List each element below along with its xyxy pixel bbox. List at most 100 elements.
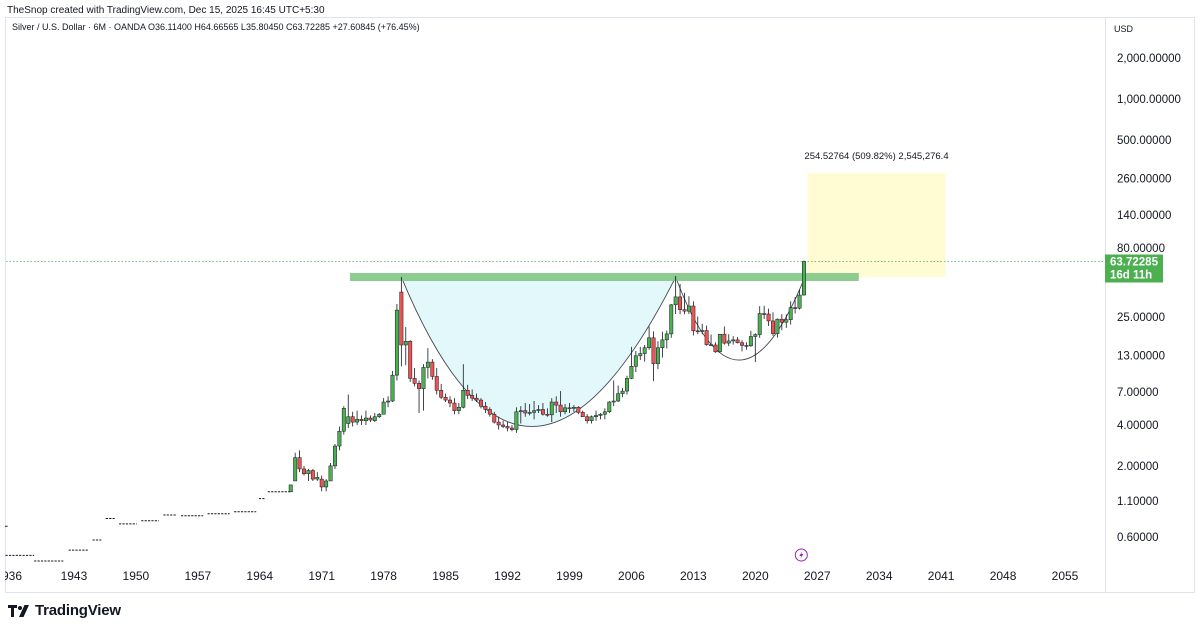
- candle-body: [346, 416, 351, 424]
- x-tick-label: 2006: [618, 569, 645, 583]
- y-tick-label: 260.00000: [1117, 173, 1171, 185]
- candle-body: [726, 340, 731, 344]
- candle-body: [510, 427, 514, 430]
- candle-body: [417, 383, 421, 389]
- candle-body: [558, 404, 563, 413]
- candle-body: [735, 339, 740, 343]
- candle-body: [293, 457, 298, 482]
- candle-body: [589, 416, 594, 421]
- candle-body: [585, 416, 590, 421]
- candle-body: [341, 408, 346, 432]
- candle-body: [302, 468, 306, 475]
- candle-body: [625, 378, 629, 392]
- resistance-band: [350, 273, 859, 282]
- currency-label: USD: [1114, 24, 1134, 34]
- x-tick-label: 1957: [184, 569, 211, 583]
- candle-body: [333, 445, 337, 467]
- candle-body: [673, 296, 678, 306]
- candle-body: [691, 305, 696, 332]
- last-price-tag: [1105, 254, 1163, 283]
- candle-body: [793, 307, 798, 309]
- candle-body: [350, 416, 355, 423]
- candle-body: [443, 396, 448, 401]
- candle-body: [571, 407, 576, 409]
- x-tick-label: 2055: [1052, 569, 1079, 583]
- price-axis-separator: [1105, 17, 1106, 593]
- candle-body: [372, 416, 377, 421]
- candle-body: [386, 400, 391, 403]
- candle-body: [563, 407, 567, 413]
- candle-body: [518, 410, 523, 413]
- time-axis: 936 1943 1950 1957 1964 1971 1978 1985 1992 1999 2…: [5, 569, 1079, 583]
- candle-body: [315, 477, 320, 480]
- candle-body: [554, 401, 559, 406]
- candle-body: [324, 480, 329, 488]
- candle-body: [434, 376, 439, 391]
- candle-body: [802, 261, 806, 296]
- candle-body: [527, 412, 532, 414]
- candle-body: [633, 355, 638, 367]
- candle-body: [700, 330, 705, 332]
- tradingview-logo[interactable]: TradingView: [8, 602, 121, 619]
- candle-body: [779, 318, 784, 323]
- y-tick-label: 2.00000: [1117, 461, 1159, 473]
- price-axis: 2,000.00000 1,000.00000 500.00000 260.00000…: [1117, 53, 1181, 544]
- candle-body: [784, 319, 789, 323]
- candle-body: [394, 309, 399, 376]
- candle-body: [514, 411, 519, 430]
- candle-body: [288, 484, 293, 493]
- candle-body: [629, 366, 634, 379]
- candle-body: [580, 412, 585, 417]
- candle-body: [523, 410, 528, 414]
- price-chart[interactable]: 254.52764 (509.82%) 2,545,276.4 2,000.00…: [5, 17, 1195, 593]
- candle-body: [487, 409, 492, 415]
- candle-body: [576, 407, 581, 413]
- candle-body: [660, 339, 665, 348]
- x-tick-label: 2034: [866, 569, 893, 583]
- x-tick-label: 2041: [928, 569, 955, 583]
- candle-body: [363, 417, 368, 421]
- candle-body: [465, 390, 470, 396]
- candle-body: [328, 465, 333, 482]
- candle-body: [748, 336, 753, 347]
- candle-body: [532, 410, 537, 413]
- target-projection-box: [807, 173, 946, 278]
- candle-body: [368, 417, 373, 421]
- candle-body: [474, 397, 479, 401]
- x-tick-label: 1985: [432, 569, 459, 583]
- candle-body: [567, 407, 572, 410]
- target-projection-layer: 254.52764 (509.82%) 2,545,276.4: [804, 151, 949, 278]
- candle-body: [713, 344, 718, 353]
- candle-body: [337, 430, 342, 447]
- candle-body: [744, 345, 749, 347]
- last-price-value: 63.72285: [1110, 257, 1159, 269]
- y-tick-label: 1.10000: [1117, 496, 1159, 508]
- chart-credit: TheSnop created with TradingView.com, De…: [7, 5, 325, 16]
- candle-body: [439, 390, 444, 398]
- y-tick-label: 7.00000: [1117, 387, 1159, 399]
- tradingview-wordmark: TradingView: [35, 602, 121, 619]
- candle-body: [355, 419, 360, 423]
- candle-body: [757, 313, 762, 335]
- x-tick-label: 936: [5, 569, 22, 583]
- candle-body: [594, 415, 598, 417]
- candle-body: [775, 318, 780, 334]
- flat-price-layer: [5, 491, 292, 562]
- candle-body: [731, 339, 736, 342]
- lightning-glyph: [799, 551, 804, 559]
- candle-body: [390, 374, 395, 402]
- candle-body: [638, 353, 643, 357]
- candle-body: [545, 413, 550, 416]
- candle-body: [377, 413, 382, 417]
- x-tick-label: 1950: [123, 569, 150, 583]
- candle-body: [656, 347, 660, 364]
- candle-body: [766, 313, 771, 322]
- y-tick-label: 80.00000: [1117, 243, 1165, 255]
- candle-body: [412, 378, 417, 384]
- candle-body: [695, 330, 700, 333]
- candle-body: [682, 309, 687, 312]
- candle-body: [722, 333, 727, 344]
- candle-body: [709, 344, 714, 346]
- candle-body: [717, 333, 722, 353]
- candle-body: [505, 426, 510, 429]
